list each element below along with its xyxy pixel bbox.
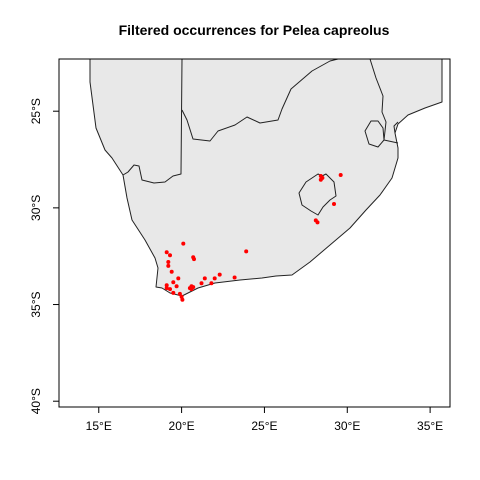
occurrence-point [169, 269, 174, 274]
occurrence-point [168, 253, 172, 258]
occurrence-point [166, 260, 171, 264]
x-tick-label: 35°E [417, 419, 443, 433]
botswana-southafrica-border [181, 59, 339, 142]
occurrence-point [177, 291, 182, 296]
occurrence-point [332, 202, 336, 206]
x-tick-label: 30°E [334, 419, 360, 433]
occurrence-point [212, 276, 217, 281]
lesotho-outline [298, 173, 337, 216]
y-axis: 25°S 30°S 35°S 40°S [29, 98, 59, 414]
occurrence-point [244, 249, 249, 254]
occurrence-point [232, 275, 237, 280]
occurrence-point [164, 250, 169, 255]
occurrence-point [181, 241, 186, 246]
occurrence-point [338, 173, 343, 177]
y-tick-label: 25°S [29, 98, 43, 124]
eswatini-outline [364, 120, 385, 148]
occurrence-point [164, 283, 169, 288]
x-tick-label: 20°E [169, 419, 195, 433]
occurrence-point [202, 276, 207, 281]
occurrence-point [199, 281, 204, 286]
x-tick-label: 25°E [251, 419, 277, 433]
occurrence-point [209, 281, 214, 286]
chart-title: Filtered occurrences for Pelea capreolus [119, 22, 390, 38]
x-tick-label: 15°E [86, 419, 112, 433]
occurrence-points [164, 173, 343, 302]
y-tick-label: 40°S [29, 388, 43, 414]
southern-africa-landmass [89, 59, 443, 297]
plot-frame [58, 58, 451, 408]
y-tick-label: 30°S [29, 195, 43, 221]
namibia-botswana-border [122, 59, 183, 184]
eswatini-inner-border [393, 121, 399, 134]
occurrence-point [174, 284, 179, 289]
occurrence-point [171, 280, 176, 285]
occurrence-point [318, 177, 323, 182]
y-tick-label: 35°S [29, 291, 43, 317]
occurrence-point [315, 220, 320, 225]
occurrence-point [180, 297, 185, 302]
occurrence-point [166, 263, 171, 268]
map-basemap [89, 59, 443, 297]
occurrence-point [189, 287, 194, 292]
x-axis: 15°E 20°E 25°E 30°E 35°E [86, 407, 443, 433]
occurrence-point [176, 276, 181, 281]
occurrence-point [168, 287, 172, 292]
occurrence-point [164, 286, 169, 291]
occurrence-point [171, 290, 176, 295]
occurrence-point [192, 257, 196, 262]
occurrence-point [217, 272, 222, 277]
